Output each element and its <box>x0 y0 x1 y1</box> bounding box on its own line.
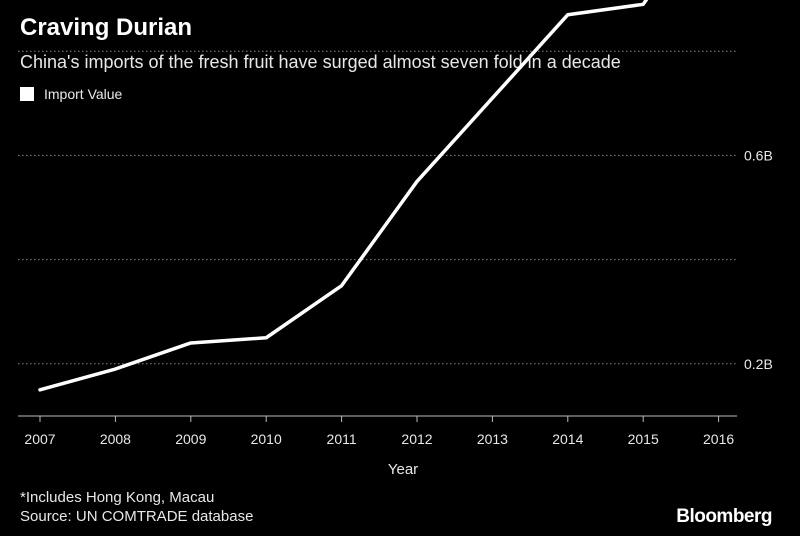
x-tick-label: 2016 <box>703 431 734 447</box>
legend-label: Import Value <box>44 86 123 102</box>
y-tick-labels: 0.2B0.6B$1.0B <box>744 147 773 372</box>
x-tick-label: 2014 <box>552 431 583 447</box>
y-tick-label: 0.2B <box>744 356 773 372</box>
x-tick-label: 2013 <box>477 431 508 447</box>
source-note: Source: UN COMTRADE database <box>20 508 254 525</box>
x-tick-label: 2015 <box>628 431 659 447</box>
x-tick-labels: 2007 2008 2009 2010 2011 2012 2013 2014 2015 2016 <box>24 431 734 447</box>
series <box>38 0 649 392</box>
chart-title: Craving Durian <box>20 14 193 41</box>
footnote: *Includes Hong Kong, Macau <box>20 489 215 506</box>
x-tick-label: 2007 <box>24 431 55 447</box>
x-tick-label: 2012 <box>401 431 432 447</box>
gridlines <box>18 50 737 365</box>
x-tick-label: 2011 <box>327 431 357 447</box>
x-axis <box>18 415 737 422</box>
x-axis-label: Year <box>388 461 418 478</box>
y-tick-label: 0.6B <box>744 147 773 163</box>
x-tick-label: 2008 <box>100 431 131 447</box>
chart-subtitle: China's imports of the fresh fruit have … <box>20 52 621 72</box>
bloomberg-logo: Bloomberg <box>676 506 772 527</box>
legend: Import Value <box>20 86 122 102</box>
series-line <box>38 0 649 392</box>
footnote-block: *Includes Hong Kong, Macau Source: UN CO… <box>20 488 253 526</box>
x-tick-label: 2010 <box>251 431 282 447</box>
x-tick-label: 2009 <box>175 431 206 447</box>
legend-swatch <box>20 87 34 101</box>
